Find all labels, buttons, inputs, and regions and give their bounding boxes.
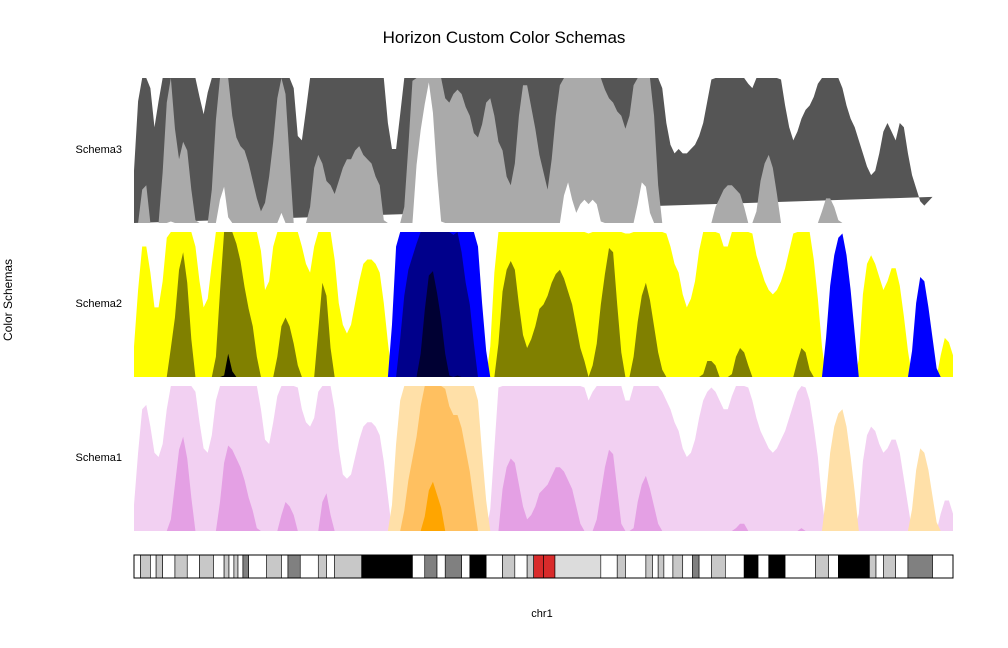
ideogram-band — [515, 555, 527, 578]
ideogram-band — [555, 555, 601, 578]
ideogram-band — [163, 555, 175, 578]
horizon-track-schema1: Schema1 — [76, 386, 953, 531]
ideogram-band — [815, 555, 828, 578]
ideogram-band — [829, 555, 839, 578]
ideogram-band — [425, 555, 437, 578]
ideogram-band — [445, 555, 461, 578]
ideogram-band — [213, 555, 224, 578]
ideogram-band — [527, 555, 534, 578]
ideogram-band — [896, 555, 908, 578]
ideogram-band — [267, 555, 282, 578]
ideogram-band — [625, 555, 645, 578]
ideogram-band — [249, 555, 267, 578]
ideogram-band — [156, 555, 163, 578]
horizon-track-schema3: Schema3 — [76, 78, 933, 223]
ideogram-band — [933, 555, 953, 578]
ideogram-band — [470, 555, 486, 578]
ideogram-band — [693, 555, 700, 578]
ideogram-band — [673, 555, 683, 578]
ideogram-band — [362, 555, 413, 578]
ideogram-band — [617, 555, 625, 578]
ideogram-band — [646, 555, 653, 578]
horizon-tracks: Schema3 Schema2 Schema1 — [76, 78, 953, 531]
ideogram-band — [187, 555, 199, 578]
ideogram-band — [224, 555, 229, 578]
ideogram-band — [683, 555, 693, 578]
ideogram-band — [288, 555, 300, 578]
ideogram-band — [141, 555, 151, 578]
ideogram-band — [462, 555, 470, 578]
ideogram-band — [503, 555, 515, 578]
ideogram-band — [200, 555, 214, 578]
ideogram-band — [652, 555, 658, 578]
ideogram-band — [838, 555, 869, 578]
ideogram-band — [134, 555, 141, 578]
ideogram-band — [150, 555, 156, 578]
ideogram-band — [486, 555, 502, 578]
horizon-track-schema2: Schema2 — [76, 232, 953, 377]
ideogram-band — [758, 555, 769, 578]
ideogram-band — [869, 555, 876, 578]
track-label: Schema2 — [76, 298, 122, 310]
ideogram-band — [534, 555, 544, 578]
ideogram-band — [437, 555, 445, 578]
ideogram-band — [908, 555, 933, 578]
chromosome-ideogram — [134, 555, 953, 578]
track-label: Schema1 — [76, 452, 122, 464]
ideogram-band — [544, 555, 555, 578]
ideogram-band — [785, 555, 815, 578]
ideogram-band — [229, 555, 234, 578]
ideogram-band — [243, 555, 249, 578]
ideogram-band — [876, 555, 883, 578]
ideogram-band — [883, 555, 895, 578]
ideogram-band — [412, 555, 424, 578]
ideogram-band — [711, 555, 725, 578]
ideogram-band — [601, 555, 617, 578]
ideogram-band — [238, 555, 243, 578]
ideogram-band — [769, 555, 785, 578]
ideogram-band — [300, 555, 318, 578]
track-label: Schema3 — [76, 144, 122, 156]
ideogram-band — [281, 555, 288, 578]
ideogram-band — [335, 555, 362, 578]
ideogram-band — [326, 555, 334, 578]
ideogram-band — [744, 555, 758, 578]
ideogram-band — [175, 555, 187, 578]
ideogram-band — [658, 555, 664, 578]
x-axis-label: chr1 — [531, 608, 552, 620]
ideogram-band — [234, 555, 238, 578]
y-axis-label: Color Schemas — [1, 259, 15, 341]
ideogram-band — [664, 555, 673, 578]
chart-title: Horizon Custom Color Schemas — [383, 28, 626, 47]
ideogram-band — [725, 555, 744, 578]
ideogram-band — [699, 555, 711, 578]
ideogram-band — [318, 555, 326, 578]
